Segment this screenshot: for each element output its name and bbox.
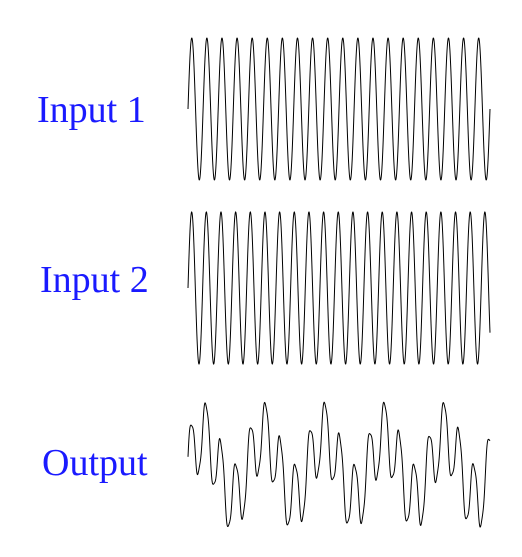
input-1-waveform	[187, 37, 491, 181]
input-2-label: Input 2	[40, 259, 149, 301]
input-1-label: Input 1	[37, 89, 146, 131]
input-2-trace	[187, 211, 491, 365]
output-trace	[187, 401, 491, 528]
input-1-trace	[187, 37, 491, 181]
output-label: Output	[42, 442, 148, 484]
input-2-waveform	[187, 211, 491, 365]
output-waveform	[187, 401, 491, 528]
